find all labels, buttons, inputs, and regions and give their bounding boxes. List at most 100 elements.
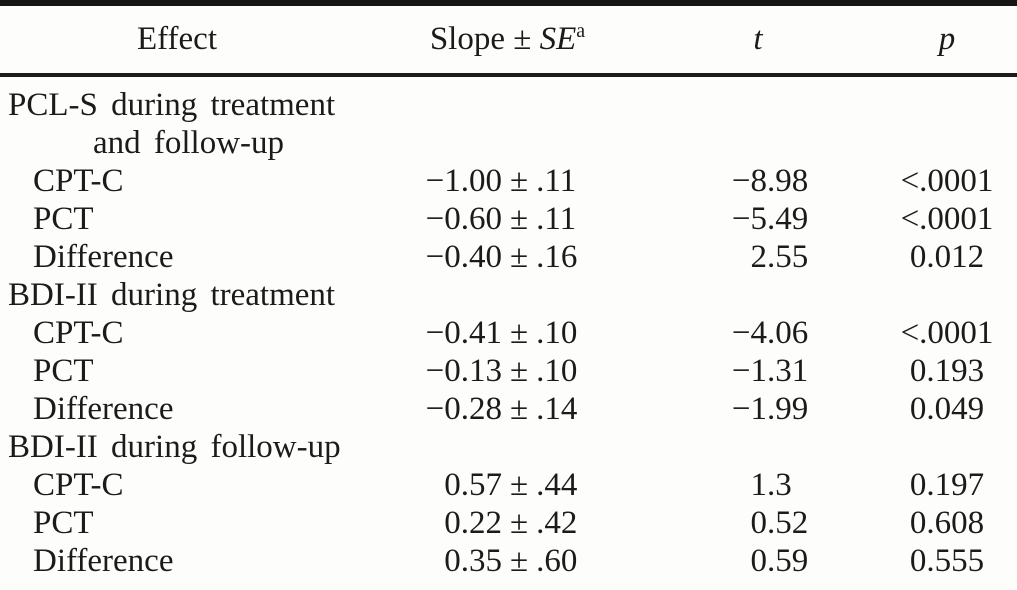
t-int: −4 [731, 314, 767, 351]
effect-group-label: BDI-II during follow-up [8, 428, 341, 465]
t-frac: .98 [767, 162, 809, 199]
plus-minus-sign: ± [510, 390, 529, 427]
col-header-effect: Effect [136, 21, 217, 57]
p-cell: <.0001 [900, 162, 994, 199]
p-cell: 0.608 [909, 504, 985, 541]
se-label: SE [539, 21, 577, 57]
slope-se: .16 [536, 238, 578, 275]
slope-cell: −0.60 ± .11 [400, 201, 615, 238]
t-int: −1 [731, 352, 767, 389]
effect-cell: Difference [33, 390, 174, 427]
plus-minus-sign: ± [510, 504, 529, 541]
t-frac: .31 [767, 352, 809, 389]
table-row-group-bdi-treatment: BDI-II during treatment [0, 276, 1017, 314]
plus-minus-sign: ± [510, 466, 529, 503]
effect-group-label: PCL-S during treatment [8, 86, 336, 123]
t-int: −1 [731, 390, 767, 427]
table-row: Difference −0.40 ± .16 2.55 0.012 [0, 238, 1017, 276]
effect-group-label-continuation: and follow-up [93, 124, 285, 161]
table-row-group-pcls: PCL-S during treatment [0, 86, 1017, 124]
slope-se: .60 [536, 542, 578, 579]
table-row: PCT −0.60 ± .11 −5.49 <.0001 [0, 200, 1017, 238]
t-frac: .06 [767, 314, 809, 351]
t-int: −8 [731, 162, 767, 199]
t-cell: 0.59 [615, 543, 877, 580]
col-header-t: t [753, 21, 763, 57]
effect-cell: PCT [33, 200, 94, 237]
slope-se: .10 [536, 314, 578, 351]
slope-cell: −1.00 ± .11 [400, 163, 615, 200]
table-row: PCT 0.22 ± .42 0.52 0.608 [0, 504, 1017, 542]
effect-cell: Difference [33, 542, 174, 579]
t-frac: .49 [767, 200, 809, 237]
p-cell: 0.012 [909, 238, 985, 275]
t-cell: −8.98 [615, 163, 877, 200]
table-row-group-pcls-cont: and follow-up [0, 124, 1017, 162]
effect-group-label: BDI-II during treatment [8, 276, 336, 313]
table-row: CPT-C 0.57 ± .44 1.3 0.197 [0, 466, 1017, 504]
slope-label: Slope ± [429, 21, 532, 57]
slope-se: .14 [536, 390, 578, 427]
plus-minus-sign: ± [510, 238, 529, 275]
t-cell: −1.99 [615, 391, 877, 428]
t-frac: .52 [767, 504, 809, 541]
t-frac: .59 [767, 542, 809, 579]
table-row: Difference −0.28 ± .14 −1.99 0.049 [0, 390, 1017, 428]
plus-minus-sign: ± [510, 314, 529, 351]
table-body: PCL-S during treatment and follow-up CPT… [0, 77, 1017, 580]
effect-cell: PCT [33, 352, 94, 389]
table-row: CPT-C −0.41 ± .10 −4.06 <.0001 [0, 314, 1017, 352]
p-cell: 0.555 [909, 542, 985, 579]
p-cell: 0.197 [909, 466, 985, 503]
t-frac: .99 [767, 390, 809, 427]
effect-cell: PCT [33, 504, 94, 541]
table-row: CPT-C −1.00 ± .11 −8.98 <.0001 [0, 162, 1017, 200]
slope-value: 0.57 [444, 466, 502, 503]
slope-se: .42 [536, 504, 578, 541]
col-header-slope-se: Slope ± SEa [400, 21, 615, 58]
slope-cell: 0.35 ± .60 [400, 543, 615, 580]
slope-se: .11 [536, 200, 577, 237]
plus-minus-sign: ± [510, 200, 529, 237]
slope-value: −0.28 [425, 390, 502, 427]
effect-cell: CPT-C [33, 162, 124, 199]
t-frac: .55 [767, 238, 809, 275]
slope-se: .44 [536, 466, 578, 503]
table-top-rule [0, 0, 1017, 6]
t-cell: 1.3 [615, 467, 877, 504]
effect-cell: Difference [33, 238, 174, 275]
p-cell: <.0001 [900, 314, 994, 351]
table-row-group-bdi-followup: BDI-II during follow-up [0, 428, 1017, 466]
slope-cell: −0.13 ± .10 [400, 353, 615, 390]
col-header-p: p [938, 21, 956, 57]
t-int: 0 [750, 542, 768, 579]
slope-value: 0.22 [444, 504, 502, 541]
slope-cell: 0.57 ± .44 [400, 467, 615, 504]
table-row: PCT −0.13 ± .10 −1.31 0.193 [0, 352, 1017, 390]
plus-minus-sign: ± [510, 352, 529, 389]
table-row: Difference 0.35 ± .60 0.59 0.555 [0, 542, 1017, 580]
table-header-rule [0, 73, 1017, 77]
t-cell: −1.31 [615, 353, 877, 390]
slope-se: .11 [536, 162, 577, 199]
plus-minus-sign: ± [510, 162, 529, 199]
se-footnote-marker: a [576, 20, 586, 42]
t-int: 2 [750, 238, 768, 275]
effect-cell: CPT-C [33, 466, 124, 503]
slope-value: −0.60 [425, 200, 502, 237]
p-cell: 0.193 [909, 352, 985, 389]
slope-value: −0.13 [425, 352, 502, 389]
table-header-row: Effect Slope ± SEa t p [0, 6, 1017, 73]
plus-minus-sign: ± [510, 542, 529, 579]
p-cell: <.0001 [900, 200, 994, 237]
p-cell: 0.049 [909, 390, 985, 427]
t-cell: −5.49 [615, 201, 877, 238]
effect-cell: CPT-C [33, 314, 124, 351]
t-int: 1 [750, 466, 768, 503]
slope-value: −1.00 [425, 162, 502, 199]
slope-cell: −0.41 ± .10 [400, 315, 615, 352]
t-cell: 0.52 [615, 505, 877, 542]
slope-value: −0.41 [425, 314, 502, 351]
slope-se: .10 [536, 352, 578, 389]
